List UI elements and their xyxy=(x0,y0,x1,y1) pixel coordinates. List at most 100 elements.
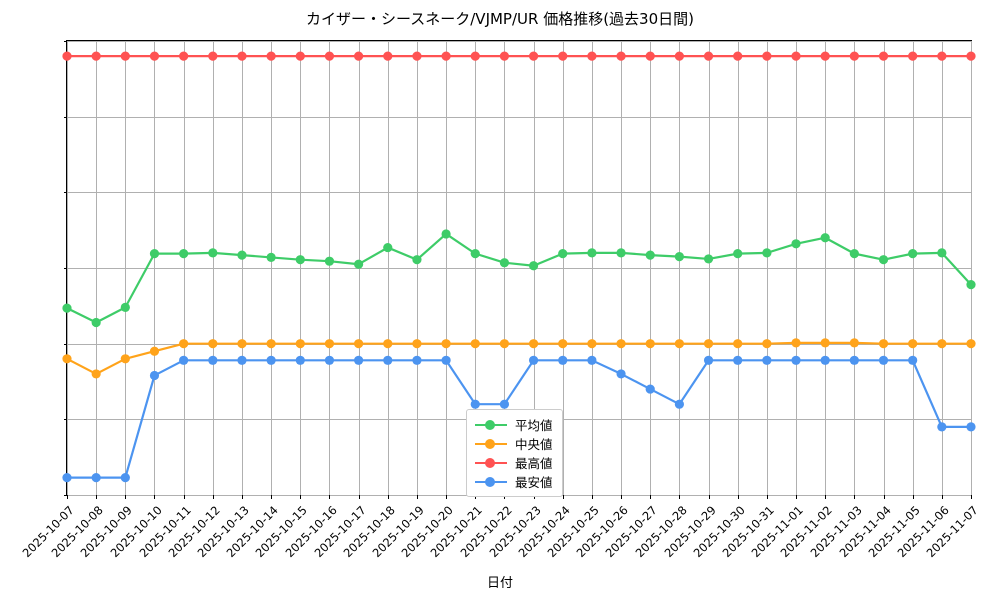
x-tick-mark xyxy=(329,495,331,499)
data-point xyxy=(441,51,451,61)
gridline-vertical xyxy=(883,41,885,495)
x-axis-label: 日付 xyxy=(486,576,513,591)
data-point xyxy=(208,51,218,61)
x-tick-mark xyxy=(825,495,827,499)
gridline-vertical xyxy=(271,41,273,495)
legend-item[interactable]: 中央値 xyxy=(474,434,553,453)
gridline-vertical xyxy=(562,41,564,495)
legend: 平均値中央値 最高値 最安値 xyxy=(466,409,563,497)
data-point xyxy=(324,355,335,365)
data-point xyxy=(966,280,976,290)
x-tick-mark xyxy=(183,495,185,499)
y-tick-mark xyxy=(63,41,67,42)
x-tick-mark xyxy=(416,495,418,499)
x-tick-mark xyxy=(679,495,681,499)
gridline-vertical xyxy=(329,41,331,495)
x-tick-mark xyxy=(650,495,652,499)
y-tick-mark xyxy=(63,116,67,118)
data-point xyxy=(733,51,743,61)
data-point xyxy=(62,473,72,483)
series-layer xyxy=(62,51,976,483)
gridline-vertical xyxy=(67,41,68,495)
gridline-vertical xyxy=(679,41,681,495)
data-point xyxy=(441,355,451,365)
data-point xyxy=(499,339,510,349)
series-平均値 xyxy=(62,229,976,328)
data-point xyxy=(412,355,422,365)
x-tick-mark xyxy=(912,495,914,499)
data-point xyxy=(237,339,247,349)
series-line xyxy=(65,359,973,479)
legend-marker-icon xyxy=(474,456,508,470)
data-point xyxy=(908,51,918,61)
x-tick-mark xyxy=(737,495,739,499)
data-point xyxy=(587,248,597,258)
legend-item[interactable]: 最安値 xyxy=(474,472,553,491)
data-point xyxy=(499,399,510,409)
data-point xyxy=(674,252,684,262)
x-tick-mark xyxy=(941,495,943,499)
data-point xyxy=(791,355,801,365)
data-point xyxy=(528,355,539,365)
data-point xyxy=(179,249,189,259)
data-point xyxy=(820,355,830,365)
data-point xyxy=(791,338,801,348)
data-point xyxy=(91,317,101,328)
legend-item[interactable]: 最高値 xyxy=(474,453,553,472)
x-tick-mark xyxy=(387,495,389,499)
gridline-vertical xyxy=(737,41,739,495)
data-point xyxy=(937,422,947,432)
data-point xyxy=(587,51,597,61)
data-point xyxy=(324,339,335,349)
data-point xyxy=(908,339,918,349)
gridline-vertical xyxy=(154,41,156,495)
data-point xyxy=(208,355,218,365)
data-point xyxy=(295,339,305,349)
data-point xyxy=(412,51,422,61)
gridline-vertical xyxy=(971,41,972,495)
gridline-vertical xyxy=(621,41,623,495)
gridline-vertical xyxy=(416,41,418,495)
data-point xyxy=(470,51,480,61)
data-point xyxy=(616,248,626,258)
data-point xyxy=(674,51,684,61)
data-point xyxy=(558,51,568,61)
series-最安値 xyxy=(62,355,976,483)
series-中央値 xyxy=(62,338,976,379)
x-tick-mark xyxy=(708,495,710,499)
data-point xyxy=(733,249,743,259)
data-point xyxy=(703,51,714,61)
data-point xyxy=(383,355,393,365)
gridline-vertical xyxy=(300,41,302,495)
data-point xyxy=(149,346,160,356)
gridline-horizontal xyxy=(67,192,971,194)
data-point xyxy=(645,384,655,394)
x-tick-mark xyxy=(562,495,564,499)
data-point xyxy=(62,51,72,61)
legend-label: 中央値 xyxy=(515,437,553,452)
data-point xyxy=(791,239,801,249)
data-point xyxy=(820,233,830,243)
x-tick-mark xyxy=(96,495,98,499)
x-tick-mark xyxy=(300,495,302,499)
data-point xyxy=(908,355,918,365)
x-tick-mark xyxy=(241,495,243,499)
data-point xyxy=(120,473,130,483)
data-point xyxy=(179,355,189,365)
data-point xyxy=(937,339,947,349)
x-tick-mark xyxy=(212,495,214,499)
data-point xyxy=(616,51,626,61)
data-point xyxy=(878,355,889,365)
data-point xyxy=(62,354,72,364)
gridline-vertical xyxy=(212,41,214,495)
data-point xyxy=(91,473,101,483)
data-point xyxy=(354,259,364,269)
data-point xyxy=(383,242,393,253)
data-point xyxy=(674,399,684,409)
data-point xyxy=(645,51,655,61)
legend-item[interactable]: 平均値 xyxy=(474,415,553,434)
data-point xyxy=(966,422,976,432)
plot-area: 200300400500600700800 2025-10-072025-10-… xyxy=(20,40,981,560)
data-point xyxy=(295,51,305,61)
data-point xyxy=(208,248,218,258)
